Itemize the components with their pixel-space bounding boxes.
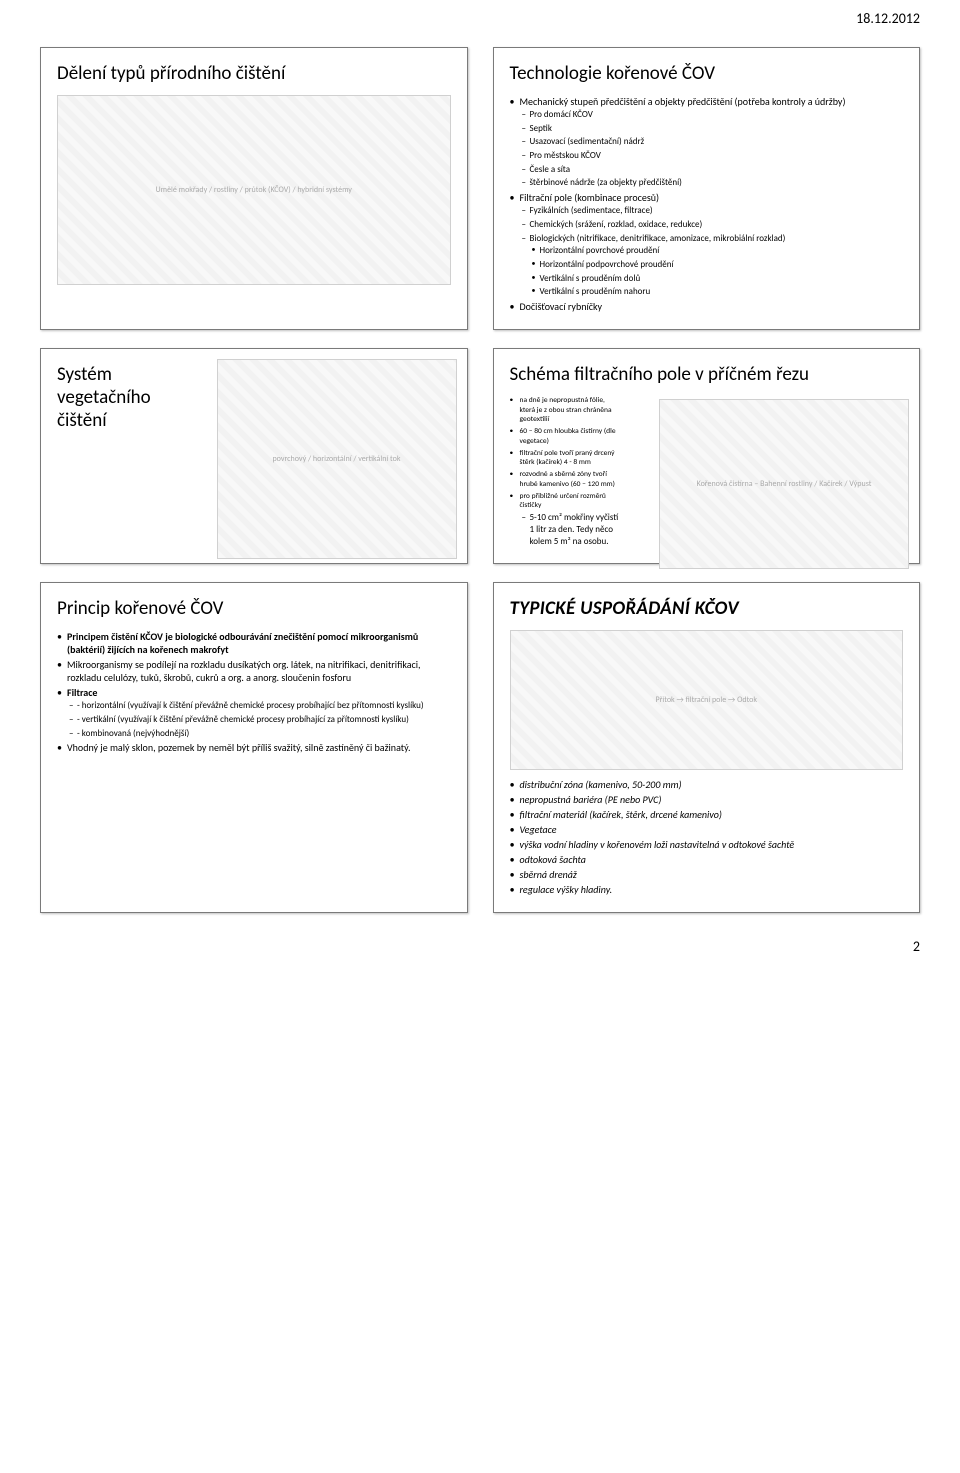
slide-4-diagram: Kořenová čistírna – Bahenní rostliny / K… [659,399,909,569]
list-item: Pro městskou KČOV [520,150,904,162]
list-item: štěrbinové nádrže (za objekty předčištěn… [520,177,904,189]
slide-1: Dělení typů přírodního čištění Umělé mok… [40,47,468,330]
slide-2-title: Technologie kořenové ČOV [510,62,904,85]
list-item: Horizontální povrchové proudění [530,245,904,257]
list-item: Mechanický stupeň předčištění a objekty … [510,95,904,189]
list-item: 60 – 80 cm hloubka čistírny (dle vegetac… [510,427,620,447]
legend-item: výška vodní hladiny v kořenovém loži nas… [510,838,904,851]
list-item: Pro domácí KČOV [520,109,904,121]
list-item: Mikroorganismy se podílejí na rozkladu d… [57,658,451,684]
slide-6: TYPICKÉ USPOŘÁDÁNÍ KČOV Přítok → filtrač… [493,582,921,913]
slide-1-diagram: Umělé mokřady / rostliny / průtok (KČOV)… [57,95,451,285]
slide-1-title: Dělení typů přírodního čištění [57,62,451,85]
slide-3-title: Systém vegetačního čištění [57,363,197,432]
slide-6-diagram: Přítok → filtrační pole → Odtok [510,630,904,770]
list-item: filtrační pole tvoří praný drcený štěrk … [510,449,620,469]
slide-5-list: Principem čistění KČOV je biologické odb… [57,630,451,754]
list-item: - kombinovaná (nejvýhodnější) [67,728,451,740]
list-item: - horizontální (využívají k čištění přev… [67,700,451,712]
slide-4: Schéma filtračního pole v příčném řezu n… [493,348,921,564]
list-item: Vhodný je malý sklon, pozemek by neměl b… [57,741,451,754]
slide-4-title: Schéma filtračního pole v příčném řezu [510,363,860,386]
list-item: 5-10 cm² mokřiny vyčistí 1 litr za den. … [520,512,620,547]
slide-5-title: Princip kořenové ČOV [57,597,451,620]
list-item: Chemických (srážení, rozklad, oxidace, r… [520,219,904,231]
list-item: Vertikální s prouděním nahoru [530,286,904,298]
legend-item: sběrná drenáž [510,868,904,881]
slide-6-legend: distribuční zóna (kamenivo, 50-200 mm) ne… [510,778,904,896]
list-item: Filtrace- horizontální (využívají k čišt… [57,686,451,739]
doc-date: 18.12.2012 [40,10,920,27]
list-item: pro přibližné určení rozměrů čističky5-1… [510,492,620,548]
list-item: Česle a síta [520,164,904,176]
page-number: 2 [40,938,920,955]
slide-5: Princip kořenové ČOV Principem čistění K… [40,582,468,913]
legend-item: regulace výšky hladiny. [510,883,904,896]
slide-2: Technologie kořenové ČOV Mechanický stup… [493,47,921,330]
list-item: Biologických (nitrifikace, denitrifikace… [520,233,904,298]
legend-item: nepropustná bariéra (PE nebo PVC) [510,793,904,806]
list-item: rozvodné a sběrné zóny tvoří hrubé kamen… [510,470,620,490]
slide-grid: Dělení typů přírodního čištění Umělé mok… [40,47,920,913]
slide-3: Systém vegetačního čištění povrchový / h… [40,348,468,564]
list-item: Usazovací (sedimentační) nádrž [520,136,904,148]
list-item: Fyzikálních (sedimentace, filtrace) [520,205,904,217]
slide-6-title: TYPICKÉ USPOŘÁDÁNÍ KČOV [510,597,904,620]
list-item: Filtrační pole (kombinace procesů)Fyziká… [510,191,904,298]
list-item: na dně je nepropustná fólie, která je z … [510,396,620,425]
legend-item: odtoková šachta [510,853,904,866]
slide-2-list: Mechanický stupeň předčištění a objekty … [510,95,904,313]
list-item: Principem čistění KČOV je biologické odb… [57,630,451,656]
legend-item: Vegetace [510,823,904,836]
slide-4-list: na dně je nepropustná fólie, která je z … [510,396,620,547]
legend-item: distribuční zóna (kamenivo, 50-200 mm) [510,778,904,791]
list-item: Horizontální podpovrchové proudění [530,259,904,271]
list-item: Dočišťovací rybníčky [510,300,904,313]
list-item: Septik [520,123,904,135]
slide-3-diagram: povrchový / horizontální / vertikální to… [217,359,457,559]
list-item: - vertikální (využívají k čištění převáž… [67,714,451,726]
legend-item: filtrační materiál (kačírek, štěrk, drce… [510,808,904,821]
list-item: Vertikální s prouděním dolů [530,273,904,285]
